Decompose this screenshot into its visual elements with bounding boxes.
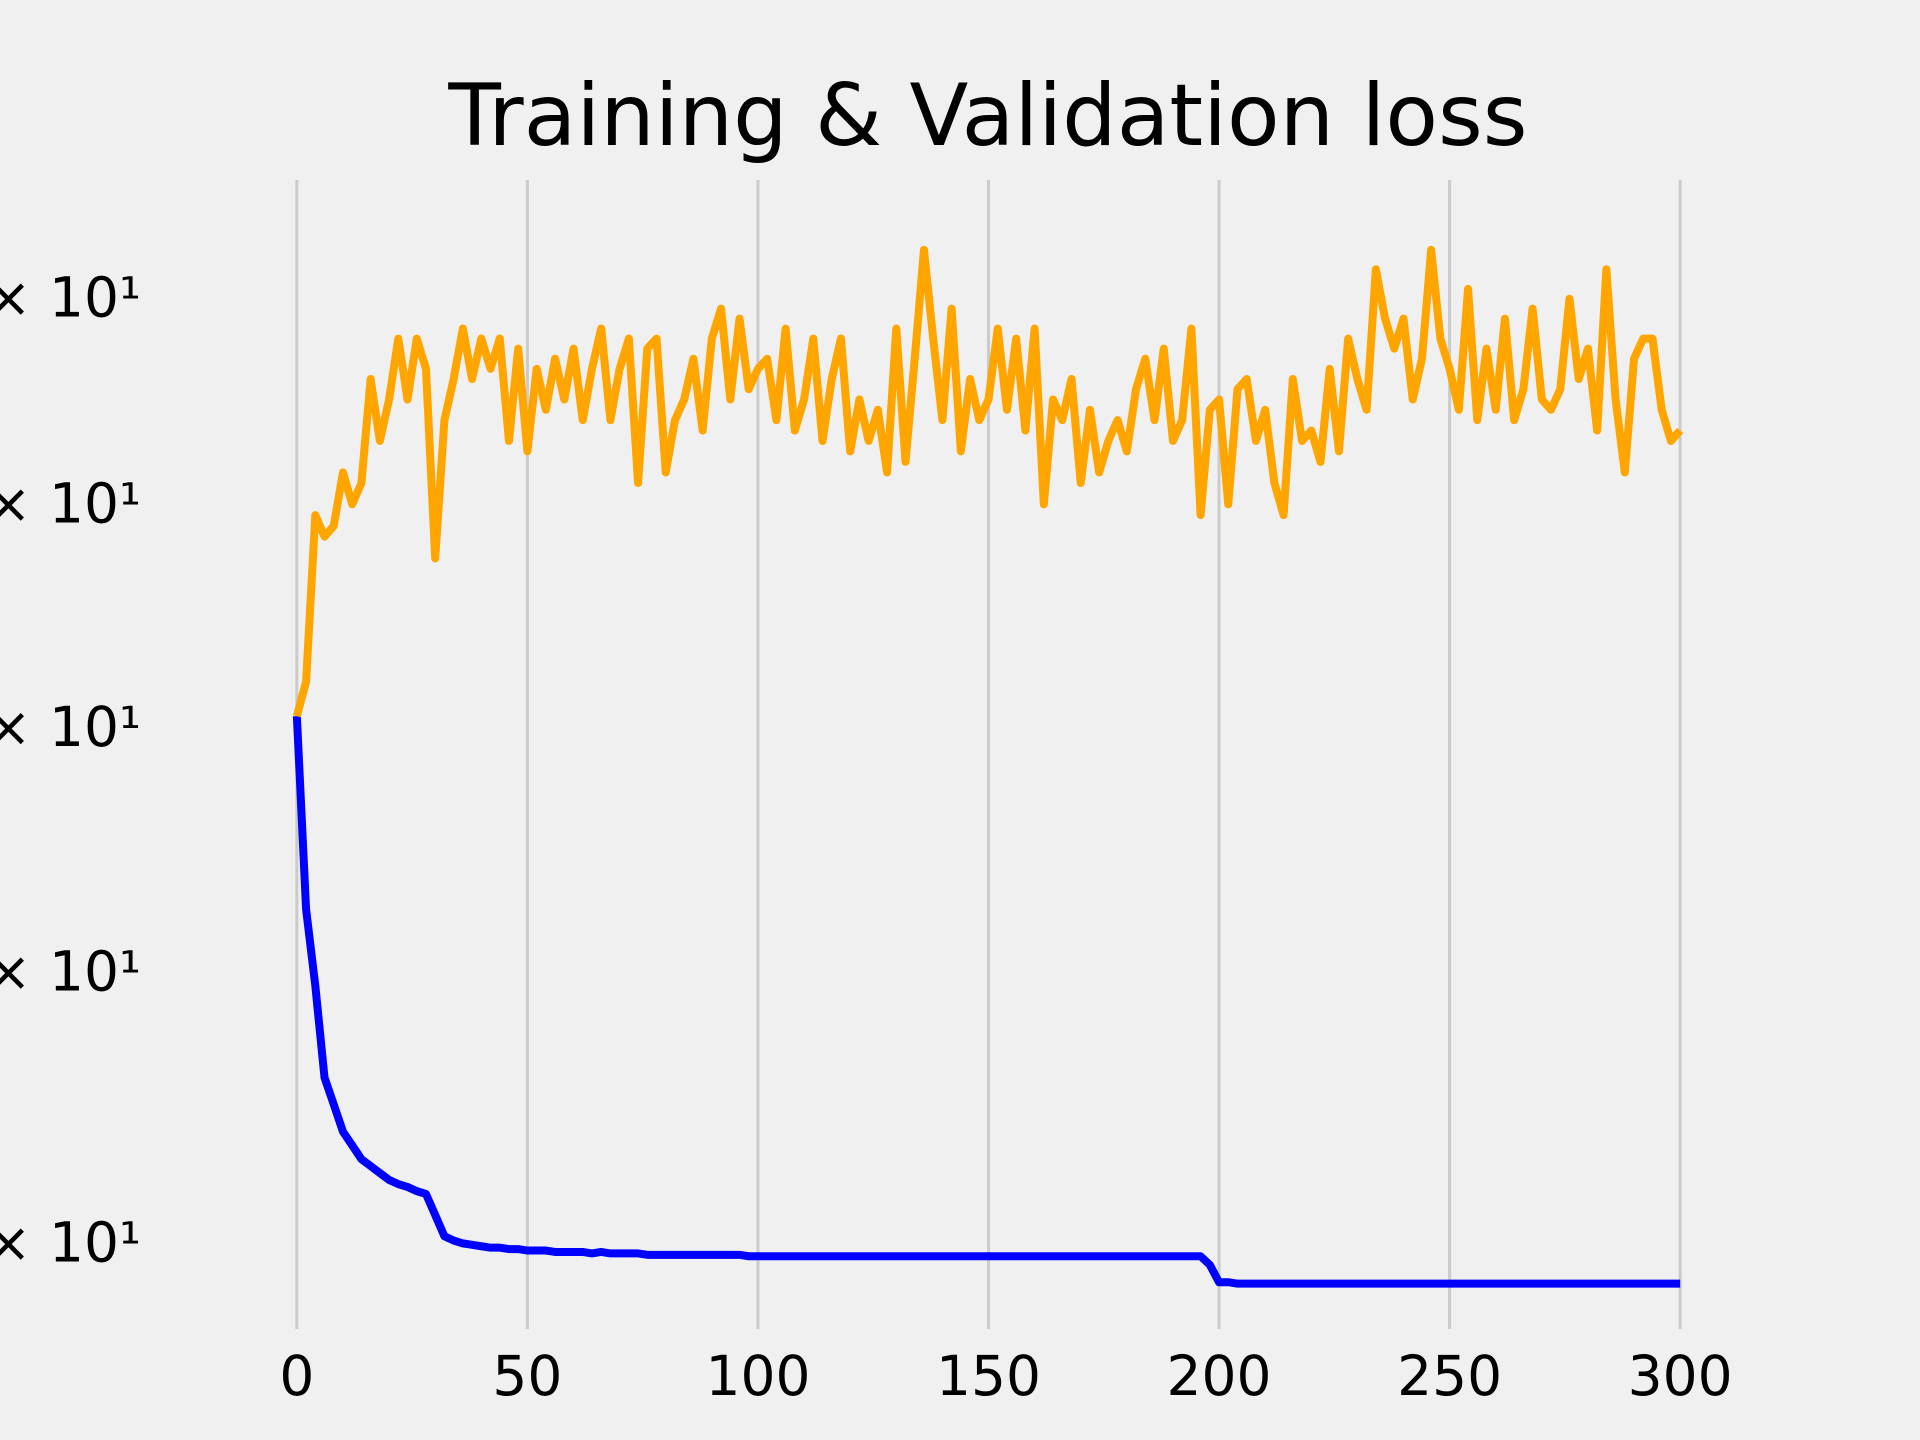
line-series (292, 245, 1684, 718)
y-tick-label: × 10¹ (0, 266, 141, 330)
x-tick-label: 150 (936, 1344, 1041, 1408)
x-axis-label: Epochs (877, 1432, 1099, 1440)
line-series (292, 716, 1681, 1288)
x-tick-label: 100 (705, 1344, 810, 1408)
y-tick-label: × 10¹ (0, 471, 141, 535)
x-tick-label: 300 (1628, 1344, 1733, 1408)
x-tick-label: 250 (1397, 1344, 1502, 1408)
x-tick-label: 200 (1167, 1344, 1272, 1408)
y-tick-label: × 10¹ (0, 940, 141, 1004)
y-tick-label: × 10¹ (0, 1210, 141, 1274)
x-tick-label: 0 (279, 1344, 314, 1408)
y-tick-label: × 10¹ (0, 695, 141, 759)
x-tick-label: 50 (492, 1344, 562, 1408)
chart-title: Training & Validation loss (447, 66, 1527, 166)
